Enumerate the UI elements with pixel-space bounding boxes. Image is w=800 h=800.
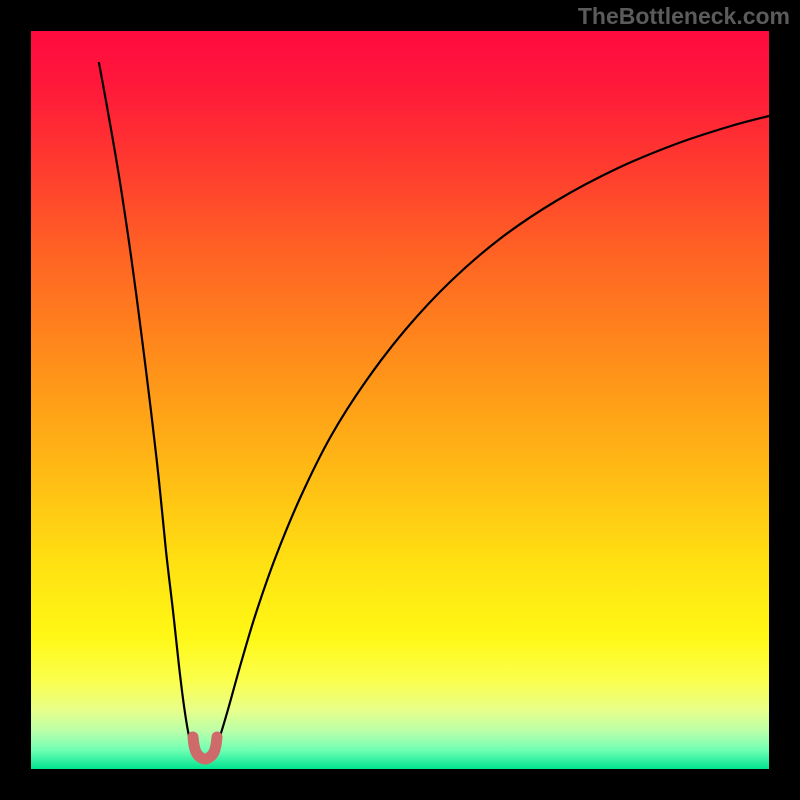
watermark-text: TheBottleneck.com [578, 3, 790, 30]
chart-container: TheBottleneck.com [0, 0, 800, 800]
bottleneck-chart [0, 0, 800, 800]
plot-background [31, 31, 769, 769]
